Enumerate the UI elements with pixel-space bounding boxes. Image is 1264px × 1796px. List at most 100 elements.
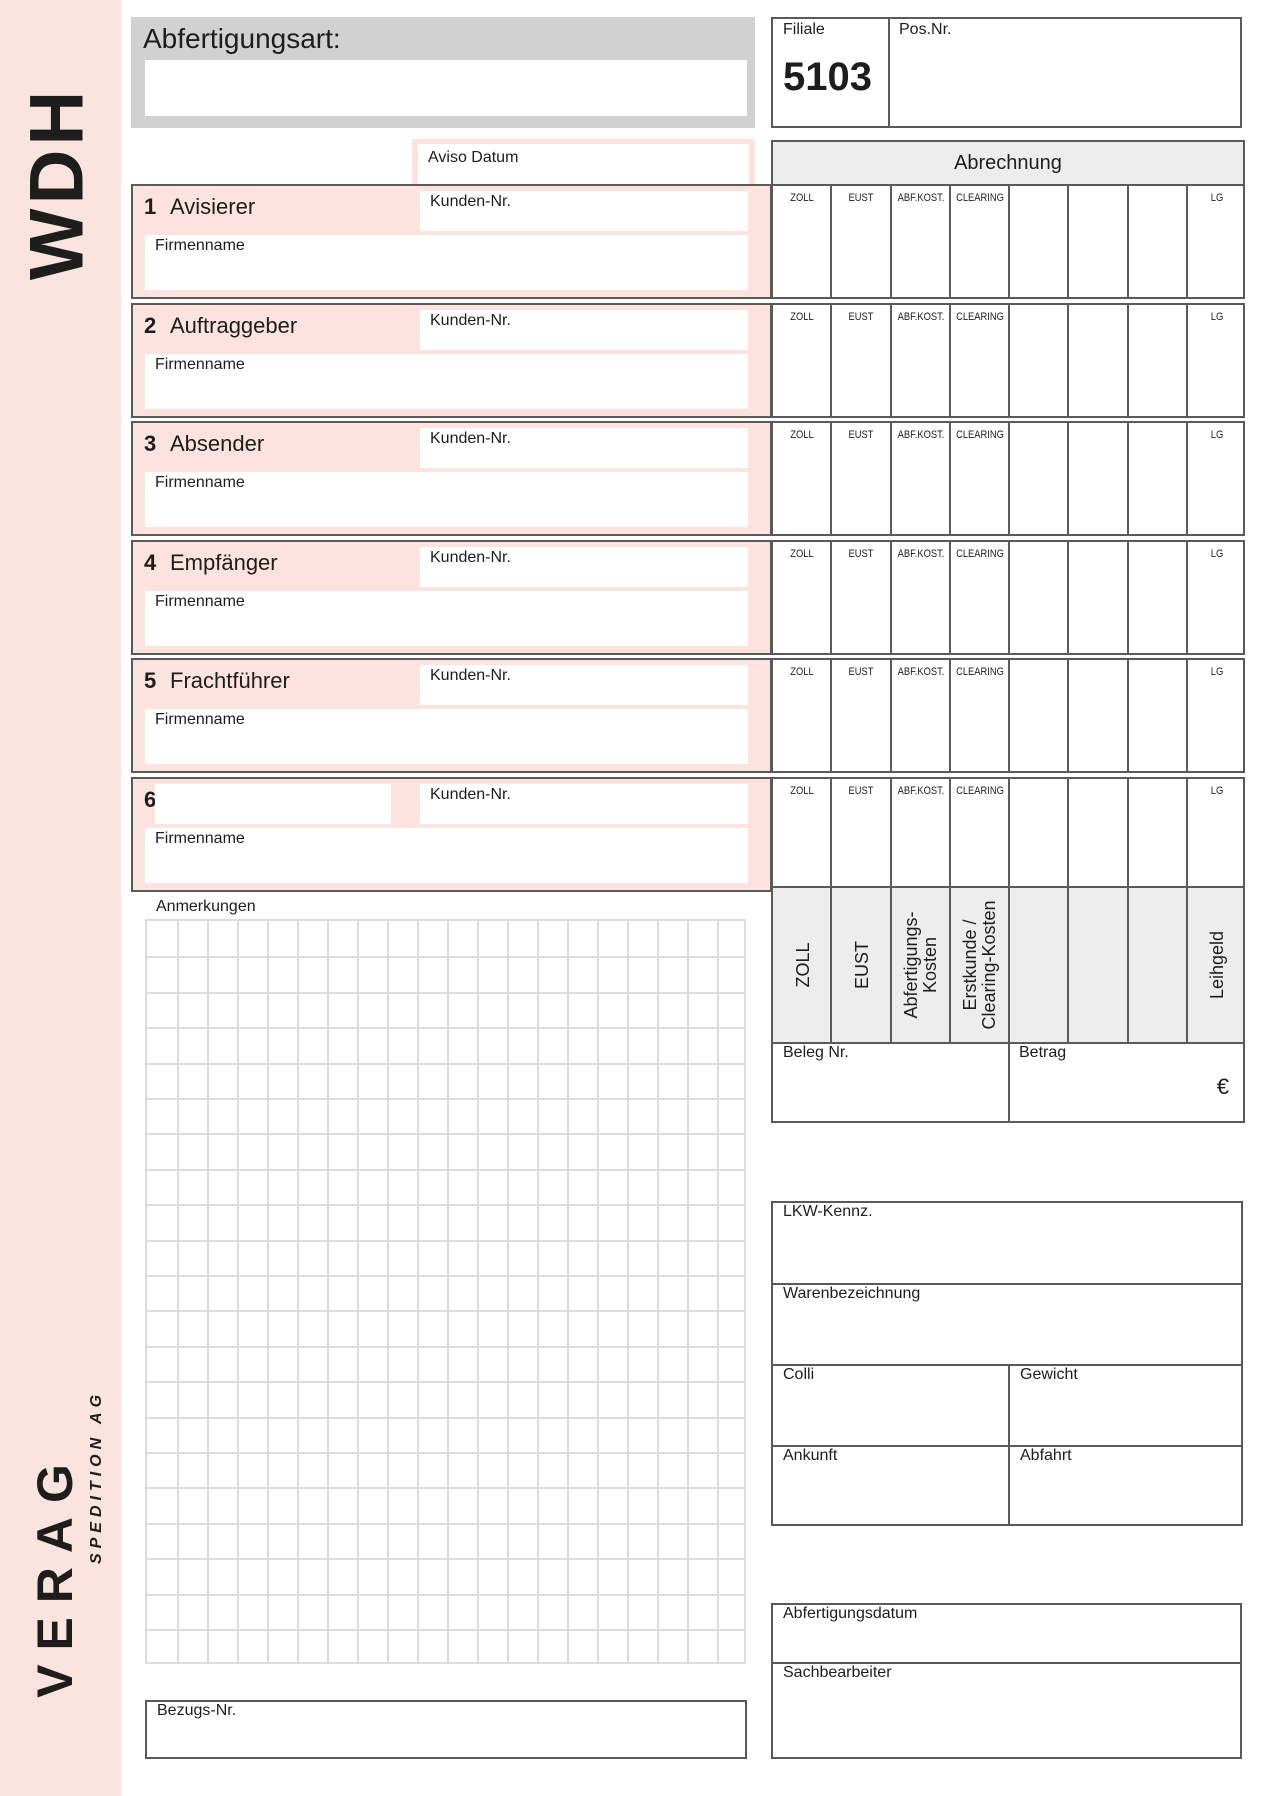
colli-field[interactable]: Colli	[773, 1364, 1008, 1445]
kunden-nr-input[interactable]: Kunden-Nr.	[420, 783, 748, 824]
firmenname-input[interactable]: Firmenname	[145, 353, 748, 409]
abrechnung-cell[interactable]	[1010, 423, 1067, 534]
abrechnung-column-divider	[1126, 186, 1129, 297]
section-number: 6	[144, 786, 157, 812]
abrechnung-column-divider	[830, 423, 833, 534]
abrechnung-column-divider	[1185, 304, 1188, 416]
abrechnung-column-label: EUST	[848, 310, 874, 323]
abrechnung-cell[interactable]	[1069, 305, 1126, 416]
filiale-divider	[888, 19, 890, 126]
grid-line-vertical	[207, 921, 209, 1662]
abrechnung-column-divider	[1067, 541, 1070, 653]
abfahrt-field[interactable]: Abfahrt	[1008, 1445, 1241, 1524]
party-section-1: 1 Avisierer Kunden-Nr. Firmenname	[131, 184, 772, 299]
section-title-input[interactable]	[155, 783, 391, 824]
beleg-label: Beleg Nr.	[783, 1044, 849, 1061]
abrechnung-column-label: LG	[1210, 310, 1223, 323]
abrechnung-cell[interactable]	[1129, 779, 1186, 890]
abfertigungsart-input[interactable]	[145, 60, 747, 116]
grid-line-horizontal	[147, 1416, 744, 1419]
abrechnung-cell[interactable]	[1069, 660, 1126, 771]
abrechnung-cell[interactable]	[1010, 779, 1067, 890]
abrechnung-row-4: ZOLL EUST ABF.KOST. CLEARING LG	[771, 539, 1245, 655]
gewicht-label: Gewicht	[1020, 1366, 1078, 1383]
gewicht-field[interactable]: Gewicht	[1008, 1364, 1241, 1445]
grid-line-vertical	[717, 921, 719, 1662]
abrechnung-cell[interactable]	[1129, 305, 1186, 416]
posnr-input[interactable]	[890, 19, 1240, 126]
abrechnung-cell[interactable]	[1129, 423, 1186, 534]
abrechnung-column-label: ZOLL	[790, 784, 814, 797]
abrechnung-cell[interactable]	[1010, 305, 1067, 416]
abrechnung-column-divider	[1185, 660, 1188, 771]
abrechnung-cell[interactable]	[1129, 660, 1186, 771]
abrechnung-header-label: Erstkunde / Clearing-Kosten	[960, 900, 1000, 1030]
abrechnung-column-divider	[1126, 541, 1129, 653]
kunden-nr-input[interactable]: Kunden-Nr.	[420, 309, 748, 350]
firmenname-label: Firmenname	[155, 474, 245, 491]
abrechnung-column-divider	[1126, 423, 1129, 534]
abrechnung-column-label: CLEARING	[955, 310, 1004, 323]
abrechnung-cell[interactable]	[1069, 779, 1126, 890]
posnr-label: Pos.Nr.	[899, 21, 952, 38]
firmenname-label: Firmenname	[155, 829, 245, 847]
grid-line-horizontal	[147, 1133, 744, 1136]
lkw-kennz-field[interactable]: LKW-Kennz.	[773, 1203, 1241, 1283]
abrechnung-cell[interactable]	[1069, 186, 1126, 297]
filiale-label: Filiale	[783, 21, 825, 38]
abrechnung-row-1: ZOLL EUST ABF.KOST. CLEARING LG	[771, 184, 1245, 299]
grid-line-horizontal	[147, 1629, 744, 1631]
abrechnung-cell[interactable]	[1069, 423, 1126, 534]
abrechnung-column-divider	[948, 423, 951, 534]
firmenname-input[interactable]: Firmenname	[145, 827, 748, 883]
section-title: Empfänger	[170, 549, 278, 575]
abrechnung-column-divider	[889, 423, 892, 534]
abrechnung-column-divider	[1067, 778, 1070, 890]
abrechnung-column-divider	[889, 304, 892, 416]
aviso-datum-input[interactable]: Aviso Datum	[418, 144, 749, 187]
grid-line-horizontal	[147, 1487, 744, 1490]
anmerkungen-grid[interactable]	[145, 919, 746, 1664]
firmenname-input[interactable]: Firmenname	[145, 235, 748, 290]
abrechnung-column-divider	[948, 304, 951, 416]
bezugs-nr-field[interactable]: Bezugs-Nr.	[145, 1700, 747, 1759]
sachbearbeiter-field[interactable]: Sachbearbeiter	[773, 1662, 1240, 1757]
abrechnung-header-label: ZOLL	[792, 942, 813, 988]
grid-line-horizontal	[147, 1275, 744, 1277]
firmenname-input[interactable]: Firmenname	[145, 590, 748, 646]
firmenname-input[interactable]: Firmenname	[145, 472, 748, 527]
section-title: Frachtführer	[170, 668, 290, 693]
kunden-nr-input[interactable]: Kunden-Nr.	[420, 665, 748, 705]
abrechnung-column-divider	[948, 778, 951, 890]
grid-line-vertical	[417, 921, 419, 1662]
firmenname-input[interactable]: Firmenname	[145, 709, 748, 764]
grid-line-vertical	[687, 921, 689, 1662]
abfertigungsdatum-field[interactable]: Abfertigungsdatum	[773, 1605, 1240, 1662]
abrechnung-column-divider	[830, 660, 833, 771]
kunden-nr-label: Kunden-Nr.	[430, 667, 511, 684]
abrechnung-cell[interactable]	[1129, 186, 1186, 297]
abschluss-box: Abfertigungsdatum Sachbearbeiter	[771, 1603, 1242, 1759]
kunden-nr-input[interactable]: Kunden-Nr.	[420, 428, 748, 468]
abrechnung-column-label: EUST	[848, 429, 874, 441]
abrechnung-cell[interactable]	[1010, 186, 1067, 297]
grid-line-vertical	[627, 921, 629, 1662]
abrechnung-cell[interactable]	[1010, 542, 1067, 653]
abrechnung-column-divider	[1008, 186, 1010, 297]
abrechnung-column-divider	[1067, 186, 1070, 297]
grid-line-vertical	[327, 921, 329, 1662]
firmenname-label: Firmenname	[155, 355, 245, 373]
kunden-nr-input[interactable]: Kunden-Nr.	[420, 191, 748, 231]
abrechnung-cell[interactable]	[1129, 542, 1186, 653]
abrechnung-column-divider	[1126, 304, 1129, 416]
abrechnung-column-label: CLEARING	[955, 429, 1004, 441]
euro-icon: €	[1216, 1074, 1229, 1099]
abrechnung-column-label: LG	[1210, 547, 1223, 560]
abrechnung-cell[interactable]	[1069, 542, 1126, 653]
aviso-datum-box: Aviso Datum	[412, 139, 755, 187]
ankunft-field[interactable]: Ankunft	[773, 1445, 1008, 1524]
warenbezeichnung-field[interactable]: Warenbezeichnung	[773, 1283, 1241, 1364]
abrechnung-column-divider	[1008, 423, 1010, 534]
kunden-nr-input[interactable]: Kunden-Nr.	[420, 546, 748, 587]
abrechnung-cell[interactable]	[1010, 660, 1067, 771]
